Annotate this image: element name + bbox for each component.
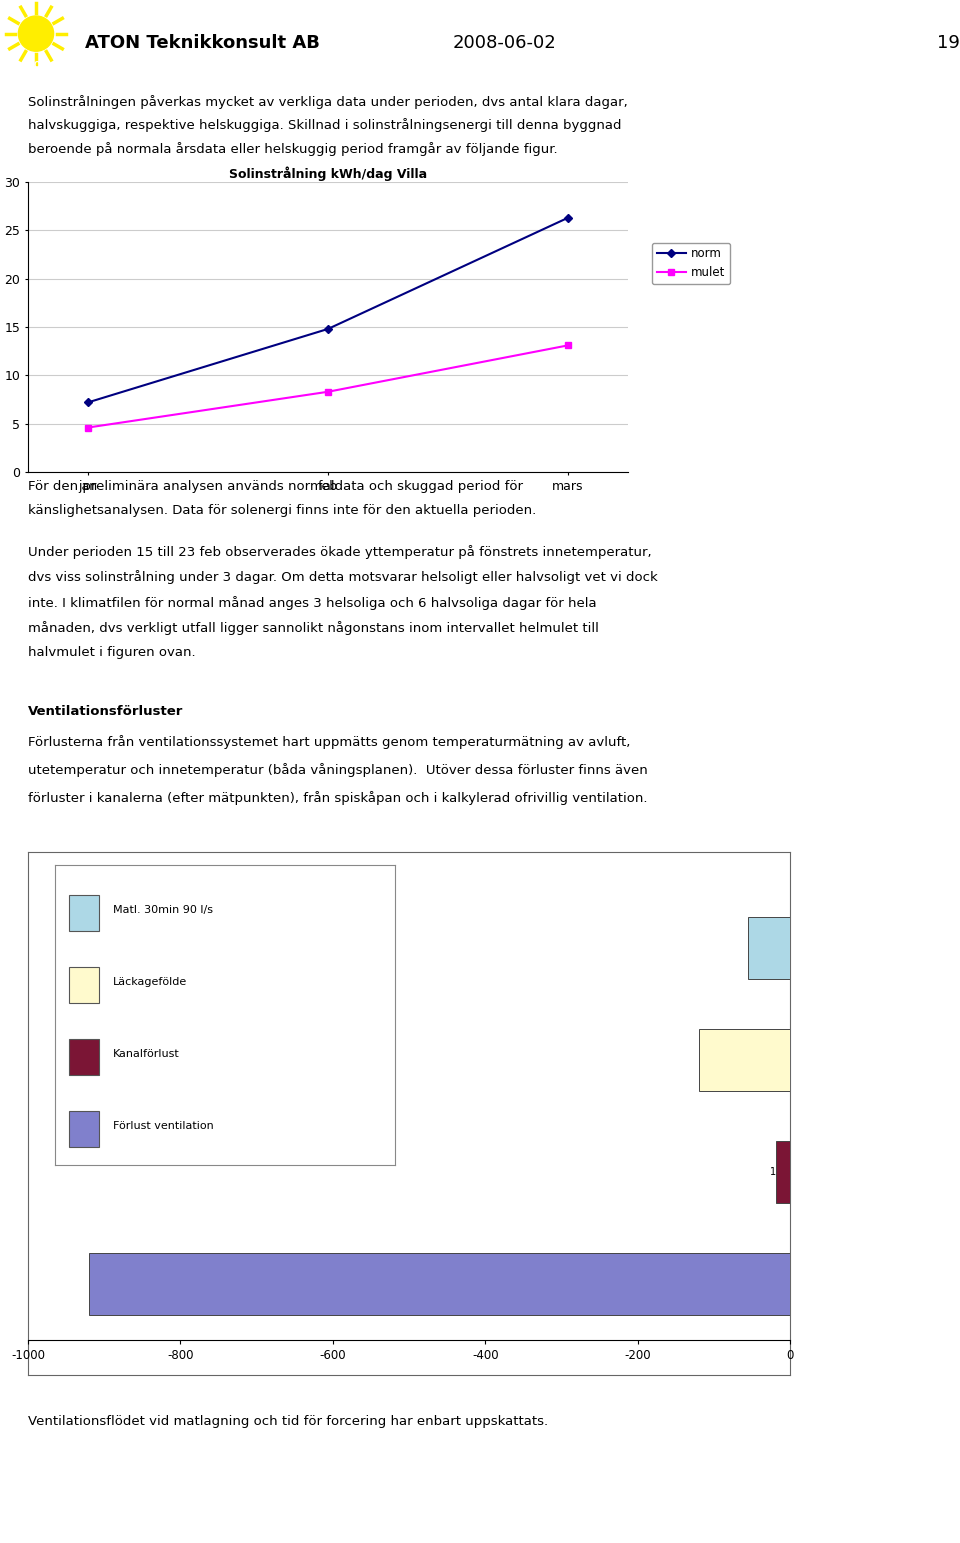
Text: För den preliminära analysen används normaldata och skuggad period för: För den preliminära analysen används nor… [28,480,523,494]
Text: Solinstrålningen påverkas mycket av verkliga data under perioden, dvs antal klar: Solinstrålningen påverkas mycket av verk… [28,96,628,110]
Text: Ventilationsförluster: Ventilationsförluster [28,705,183,717]
Text: Matl. 30min 90 l/s: Matl. 30min 90 l/s [113,906,213,915]
Text: inte. I klimatfilen för normal månad anges 3 helsoliga och 6 halvsoliga dagar fö: inte. I klimatfilen för normal månad ang… [28,596,596,609]
norm [323,319,334,338]
mulet [323,383,334,401]
Legend: norm, mulet: norm, mulet [652,242,730,284]
Text: 1: 1 [770,1167,777,1177]
norm [563,208,574,227]
Text: 2008-06-02: 2008-06-02 [452,34,556,51]
mulet [563,336,574,355]
Text: förluster i kanalerna (efter mätpunkten), från spiskåpan och i kalkylerad ofrivi: förluster i kanalerna (efter mätpunkten)… [28,792,647,805]
Bar [777,1140,790,1202]
Text: halvmulet i figuren ovan.: halvmulet i figuren ovan. [28,647,196,659]
Text: Ventilationsflödet vid matlagning och tid för forcering har enbart uppskattats.: Ventilationsflödet vid matlagning och ti… [28,1415,548,1427]
FancyBboxPatch shape [68,1038,99,1075]
Text: Kanalförlust: Kanalförlust [113,1049,180,1058]
Bar [699,1029,790,1091]
Text: Förlust ventilation: Förlust ventilation [113,1122,213,1131]
Text: dvs viss solinstrålning under 3 dagar. Om detta motsvarar helsoligt eller halvso: dvs viss solinstrålning under 3 dagar. O… [28,571,658,585]
Bar [89,1253,790,1315]
FancyBboxPatch shape [68,967,99,1003]
Line: mulet: mulet [85,343,571,430]
FancyBboxPatch shape [68,1111,99,1146]
mulet [83,418,94,437]
Text: Under perioden 15 till 23 feb observerades ökade yttemperatur på fönstrets innet: Under perioden 15 till 23 feb observerad… [28,545,652,559]
FancyBboxPatch shape [68,895,99,930]
Text: utetemperatur och innetemperatur (båda våningsplanen).  Utöver dessa förluster f: utetemperatur och innetemperatur (båda v… [28,764,648,778]
Text: ATON Teknikkonsult AB: ATON Teknikkonsult AB [85,34,320,51]
Text: halvskuggiga, respektive helskuggiga. Skillnad i solinstrålningsenergi till denn: halvskuggiga, respektive helskuggiga. Sk… [28,119,621,133]
Title: Solinstrålning kWh/dag Villa: Solinstrålning kWh/dag Villa [228,167,427,181]
Text: 19: 19 [937,34,960,51]
norm [83,393,94,412]
Text: månaden, dvs verkligt utfall ligger sannolikt någonstans inom intervallet helmul: månaden, dvs verkligt utfall ligger sann… [28,620,599,636]
Text: Förlusterna från ventilationssystemet hart uppmätts genom temperaturmätning av a: Förlusterna från ventilationssystemet ha… [28,734,631,748]
Bar [748,917,790,978]
Circle shape [18,15,54,51]
Text: ATON: ATON [23,62,49,71]
Line: norm: norm [85,214,571,406]
Text: beroende på normala årsdata eller helskuggig period framgår av följande figur.: beroende på normala årsdata eller helsku… [28,142,558,156]
Text: Läckagefölde: Läckagefölde [113,977,187,988]
Text: känslighetsanalysen. Data för solenergi finns inte för den aktuella perioden.: känslighetsanalysen. Data för solenergi … [28,505,537,517]
